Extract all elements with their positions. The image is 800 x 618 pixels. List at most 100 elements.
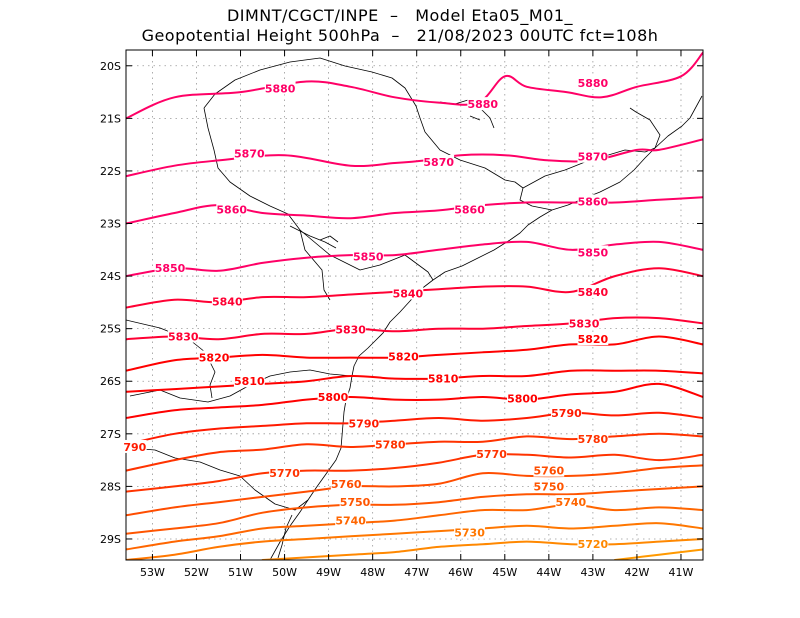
contour-label-bg (392, 286, 424, 300)
x-tick-label: 45W (492, 566, 517, 579)
contour-label-bg (339, 495, 371, 509)
contour-label-bg (577, 332, 609, 346)
x-tick-label: 49W (316, 566, 341, 579)
contour-label-5870: 5870 (423, 156, 454, 169)
contour-label-5850: 5850 (155, 262, 186, 275)
contour-label-5870: 5870 (234, 148, 265, 161)
atlantic-coastline (269, 95, 703, 560)
y-tick-label: 24S (100, 270, 121, 283)
contour-label-5740: 5740 (556, 496, 587, 509)
contour-label-5860: 5860 (454, 203, 485, 216)
x-tick-label: 42W (624, 566, 649, 579)
contour-label-5810: 5810 (428, 373, 459, 386)
coastline-borders (126, 57, 703, 560)
contour-label-5770: 5770 (476, 448, 507, 461)
y-tick-label: 28S (100, 480, 121, 493)
contour-label-5800: 5800 (318, 391, 349, 404)
contour-label-5830: 5830 (335, 324, 366, 337)
contour-label-bg (551, 405, 582, 419)
contour-label-bg (454, 202, 485, 216)
contour-label-5880: 5880 (467, 98, 498, 111)
x-tick-label: 50W (272, 566, 297, 579)
y-tick-label: 26S (100, 375, 121, 388)
contour-label-bg (216, 202, 248, 216)
contour-label-bg (577, 76, 609, 90)
contour-label-bg (577, 284, 609, 298)
contour-label-bg (269, 466, 300, 480)
y-tick-label: 27S (100, 428, 121, 441)
river-parana (289, 225, 337, 249)
contour-label-bg (211, 294, 243, 308)
state-border-mg-es (629, 107, 661, 149)
contour-label-5870: 5870 (578, 151, 609, 164)
contour-label-bg (555, 495, 587, 509)
contour-label-bg (233, 374, 265, 388)
contour-label-bg (154, 261, 186, 275)
y-tick-label: 23S (100, 218, 121, 231)
contour-label-bg (533, 479, 565, 493)
contour-label-5860: 5860 (216, 203, 247, 216)
contour-5850 (126, 240, 703, 278)
contour-label-5780: 5780 (375, 438, 406, 451)
y-tick-label: 21S (100, 112, 121, 125)
contour-label-5820: 5820 (199, 352, 230, 365)
contour-label-bg (577, 149, 609, 163)
contour-label-bg (577, 537, 609, 551)
contour-label-bg (423, 154, 455, 168)
contour-label-bg (167, 329, 199, 343)
contour-label-bg (348, 416, 380, 430)
contour-label-5820: 5820 (578, 333, 609, 346)
contour-5810 (126, 369, 703, 393)
contour-5830 (126, 316, 703, 341)
contour-label-5770: 5770 (269, 467, 300, 480)
x-tick-label: 48W (360, 566, 385, 579)
contour-label-5790: 790 (123, 441, 146, 454)
contour-5760 (126, 464, 703, 517)
contour-label-5740: 5740 (335, 515, 366, 528)
x-tick-label: 46W (448, 566, 473, 579)
contour-label-5790: 5790 (551, 407, 582, 420)
y-tick-label: 25S (100, 323, 121, 336)
contour-label-bg (568, 316, 600, 330)
contour-label-5780: 5780 (578, 433, 609, 446)
x-tick-label: 53W (140, 566, 165, 579)
contour-label-5790: 5790 (349, 417, 380, 430)
contour-label-bg (577, 245, 609, 259)
contour-5780 (126, 432, 703, 472)
plot-frame (125, 49, 704, 561)
contour-label-bg (264, 81, 296, 95)
contour-label-bg (335, 322, 367, 336)
map-title-line2: Geopotential Height 500hPa – 21/08/2023 … (141, 26, 659, 45)
contour-label-bg (454, 525, 485, 539)
contour-label-bg (330, 476, 362, 490)
contour-label-5840: 5840 (578, 286, 609, 299)
contour-label-5720: 5720 (578, 538, 609, 551)
state-border-sc-rs (129, 447, 309, 511)
contour-label-bg (352, 249, 384, 263)
contour-label-bg (123, 439, 147, 453)
map-title-line1: DIMNT/CGCT/INPE – Model Eta05_M01_ (226, 6, 574, 25)
contour-label-5830: 5830 (168, 331, 199, 344)
contour-label-5760: 5760 (534, 465, 565, 478)
contour-label-bg (507, 391, 538, 405)
contour-label-bg (467, 97, 499, 111)
contour-label-bg (577, 194, 609, 208)
contour-label-bg (374, 437, 406, 451)
contour-label-5840: 5840 (212, 295, 243, 308)
contour-label-bg (335, 513, 367, 527)
x-tick-label: 47W (404, 566, 429, 579)
contour-label-5750: 5750 (340, 496, 371, 509)
lagoa-dos-patos (277, 514, 293, 559)
contour-label-bg (476, 446, 507, 460)
y-tick-label: 22S (100, 165, 121, 178)
x-tick-label: 41W (669, 566, 694, 579)
contour-label-5880: 5880 (265, 82, 296, 95)
contour-label-5750: 5750 (534, 480, 565, 493)
contour-label-5830: 5830 (569, 317, 600, 330)
contour-label-5810: 5810 (234, 375, 265, 388)
contour-5880 (126, 51, 703, 120)
y-tick-label: 29S (100, 533, 121, 546)
contour-5750 (126, 485, 703, 535)
contour-label-5850: 5850 (353, 251, 384, 264)
